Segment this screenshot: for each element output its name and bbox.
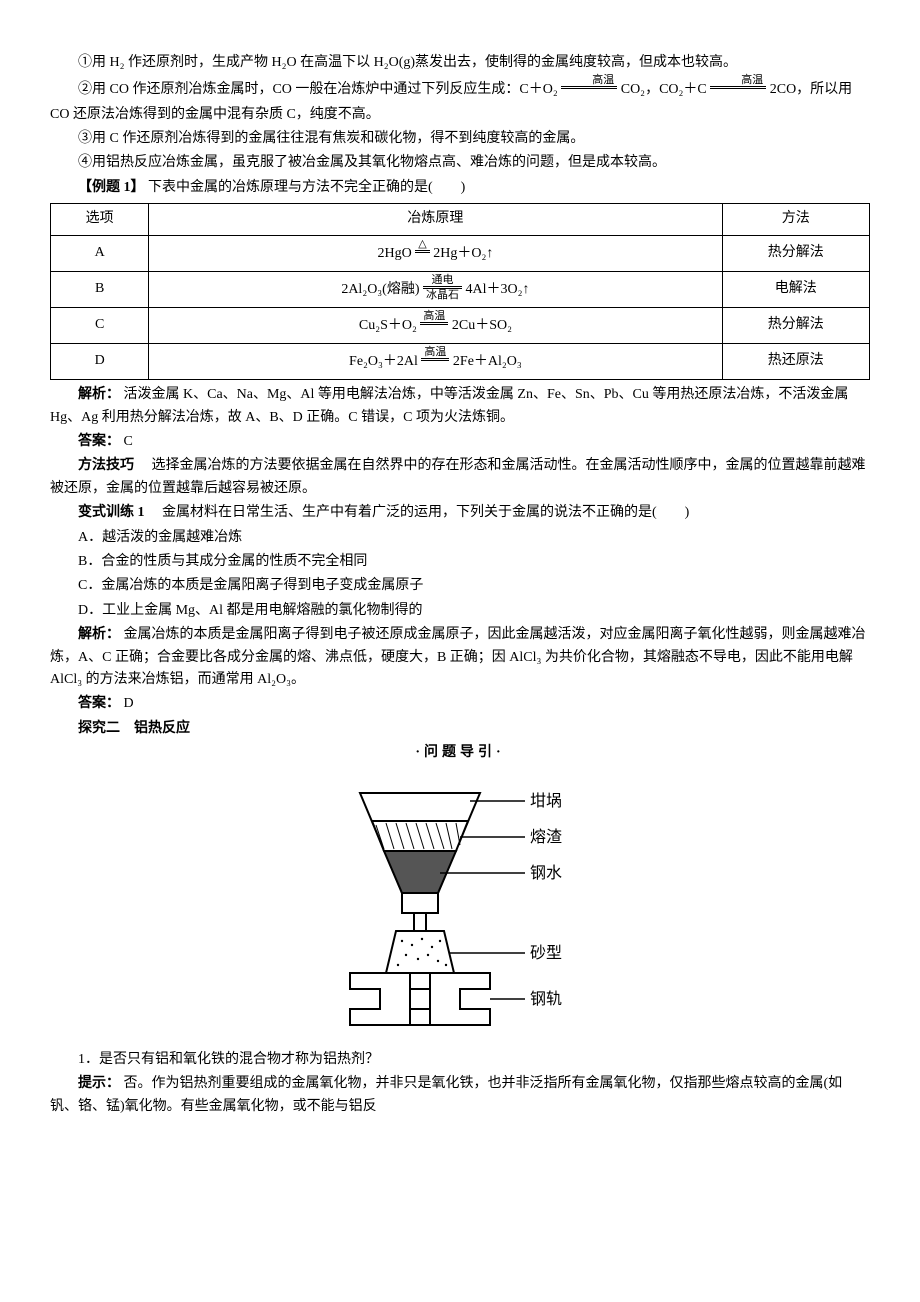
- answer-label: 答案：: [78, 696, 120, 711]
- table-row: C Cu₂S＋O₂ 高温 2Cu＋SO₂ 热分解法: [51, 307, 870, 343]
- answer-1: 答案： C: [50, 431, 870, 453]
- cell-equation: 2Al₂O₃(熔融) 通电 冰晶石 4Al＋3O₂↑: [149, 271, 722, 307]
- cell-equation: Fe₂O₃＋2Al 高温 2Fe＋Al₂O₃: [149, 344, 722, 380]
- cell-method: 电解法: [722, 271, 869, 307]
- eq-left: 2HgO: [378, 245, 416, 260]
- example-1-text: 下表中金属的冶炼原理与方法不完全正确的是( ): [148, 180, 465, 195]
- cell-option: B: [51, 271, 149, 307]
- label-slag: 熔渣: [530, 828, 562, 846]
- option-b: B．合金的性质与其成分金属的性质不完全相同: [50, 551, 870, 573]
- example-1-stem: 【例题 1】 下表中金属的冶炼原理与方法不完全正确的是( ): [50, 177, 870, 199]
- para-2b: CO₂，CO₂＋C: [621, 82, 711, 97]
- cell-method: 热还原法: [722, 344, 869, 380]
- table-header-row: 选项 冶炼原理 方法: [51, 204, 870, 235]
- eq-left: 2Al₂O₃(熔融): [341, 282, 423, 297]
- analysis-2: 解析： 金属冶炼的本质是金属阳离子得到电子被还原成金属原子，因此金属越活泼，对应…: [50, 624, 870, 691]
- cond-bot: [420, 325, 448, 337]
- method-tip: 方法技巧 选择金属冶炼的方法要依据金属在自然界中的存在形态和金属活动性。在金属活…: [50, 455, 870, 500]
- table-row: A 2HgO △ 2Hg＋O₂↑ 热分解法: [51, 235, 870, 271]
- option-c: C．金属冶炼的本质是金属阳离子得到电子变成金属原子: [50, 575, 870, 597]
- thermite-svg: 坩埚 熔渣 钢水 砂型 钢轨: [310, 773, 610, 1033]
- thermite-diagram: 坩埚 熔渣 钢水 砂型 钢轨: [50, 773, 870, 1041]
- variant-1-stem: 变式训练 1 金属材料在日常生活、生产中有着广泛的运用，下列关于金属的说法不正确…: [50, 502, 870, 524]
- answer-label: 答案：: [78, 434, 120, 449]
- label-sand-mold: 砂型: [530, 944, 562, 962]
- variant-1-label: 变式训练 1: [78, 505, 145, 520]
- para-1: ①用 H₂ 作还原剂时，生成产物 H₂O 在高温下以 H₂O(g)蒸发出去，使制…: [50, 52, 870, 74]
- para-4: ④用铝热反应冶炼金属，虽克服了被冶金属及其氧化物熔点高、难冶炼的问题，但是成本较…: [50, 152, 870, 174]
- col-option-header: 选项: [51, 204, 149, 235]
- eq-right: 2Cu＋SO₂: [452, 318, 512, 333]
- cond-bot: [561, 89, 617, 101]
- variant-1-text: 金属材料在日常生活、生产中有着广泛的运用，下列关于金属的说法不正确的是( ): [148, 505, 689, 520]
- cond-bot: [415, 253, 429, 265]
- hint-text: 否。作为铝热剂重要组成的金属氧化物，并非只是氧化铁，也并非泛指所有金属氧化物，仅…: [50, 1076, 842, 1113]
- analysis-label: 解析：: [78, 627, 120, 642]
- reaction-condition: 高温: [710, 74, 766, 101]
- cell-method: 热分解法: [722, 307, 869, 343]
- table-row: D Fe₂O₃＋2Al 高温 2Fe＋Al₂O₃ 热还原法: [51, 344, 870, 380]
- option-d: D．工业上金属 Mg、Al 都是用电解熔融的氯化物制得的: [50, 600, 870, 622]
- reaction-condition: 高温: [421, 346, 449, 373]
- diagram-title: ·问题导引·: [50, 742, 870, 764]
- col-method-header: 方法: [722, 204, 869, 235]
- example-1-label: 【例题 1】: [78, 180, 145, 195]
- hint-label: 提示：: [78, 1076, 120, 1091]
- question-1: 1．是否只有铝和氧化铁的混合物才称为铝热剂？: [50, 1049, 870, 1071]
- cond-top: 高温: [420, 310, 448, 322]
- reaction-condition: 通电 冰晶石: [423, 274, 462, 301]
- label-steel-water: 钢水: [530, 864, 562, 882]
- cond-top: 高温: [421, 346, 449, 358]
- cell-equation: 2HgO △ 2Hg＋O₂↑: [149, 235, 722, 271]
- cell-option: D: [51, 344, 149, 380]
- analysis-1: 解析： 活泼金属 K、Ca、Na、Mg、Al 等用电解法冶炼，中等活泼金属 Zn…: [50, 384, 870, 429]
- para-2: ②用 CO 作还原剂冶炼金属时，CO 一般在冶炼炉中通过下列反应生成：C＋O₂ …: [50, 76, 870, 126]
- cell-method: 热分解法: [722, 235, 869, 271]
- answer-text: C: [124, 434, 133, 449]
- method-label: 方法技巧: [78, 458, 134, 473]
- eq-left: Fe₂O₃＋2Al: [349, 354, 421, 369]
- answer-2: 答案： D: [50, 693, 870, 715]
- cell-option: C: [51, 307, 149, 343]
- option-a: A．越活泼的金属越难冶炼: [50, 527, 870, 549]
- eq-right: 4Al＋3O₂↑: [466, 282, 530, 297]
- cond-bot: [710, 89, 766, 101]
- eq-left: Cu₂S＋O₂: [359, 318, 421, 333]
- reaction-condition: 高温: [561, 74, 617, 101]
- analysis-label: 解析：: [78, 387, 120, 402]
- label-crucible: 坩埚: [530, 792, 562, 810]
- reaction-condition: △: [415, 238, 429, 265]
- analysis-text: 活泼金属 K、Ca、Na、Mg、Al 等用电解法冶炼，中等活泼金属 Zn、Fe、…: [50, 387, 848, 424]
- options-table: 选项 冶炼原理 方法 A 2HgO △ 2Hg＋O₂↑ 热分解法 B 2Al₂O…: [50, 203, 870, 380]
- cond-bot: 冰晶石: [423, 289, 462, 301]
- cond-top: △: [415, 238, 429, 250]
- cond-top: 高温: [561, 74, 617, 86]
- cond-bot: [421, 361, 449, 373]
- cell-option: A: [51, 235, 149, 271]
- table-row: B 2Al₂O₃(熔融) 通电 冰晶石 4Al＋3O₂↑ 电解法: [51, 271, 870, 307]
- para-3: ③用 C 作还原剂冶炼得到的金属往往混有焦炭和碳化物，得不到纯度较高的金属。: [50, 128, 870, 150]
- cell-equation: Cu₂S＋O₂ 高温 2Cu＋SO₂: [149, 307, 722, 343]
- para-2a: ②用 CO 作还原剂冶炼金属时，CO 一般在冶炼炉中通过下列反应生成：C＋O₂: [78, 82, 561, 97]
- cond-top: 通电: [423, 274, 462, 286]
- cond-top: 高温: [710, 74, 766, 86]
- col-principle-header: 冶炼原理: [149, 204, 722, 235]
- eq-right: 2Fe＋Al₂O₃: [453, 354, 522, 369]
- method-text: 选择金属冶炼的方法要依据金属在自然界中的存在形态和金属活动性。在金属活动性顺序中…: [50, 458, 866, 495]
- analysis-text: 金属冶炼的本质是金属阳离子得到电子被还原成金属原子，因此金属越活泼，对应金属阳离…: [50, 627, 866, 687]
- explore-2-heading: 探究二 铝热反应: [50, 718, 870, 740]
- eq-right: 2Hg＋O₂↑: [433, 245, 493, 260]
- label-rail: 钢轨: [530, 990, 562, 1008]
- answer-text: D: [124, 696, 134, 711]
- hint-1: 提示： 否。作为铝热剂重要组成的金属氧化物，并非只是氧化铁，也并非泛指所有金属氧…: [50, 1073, 870, 1118]
- reaction-condition: 高温: [420, 310, 448, 337]
